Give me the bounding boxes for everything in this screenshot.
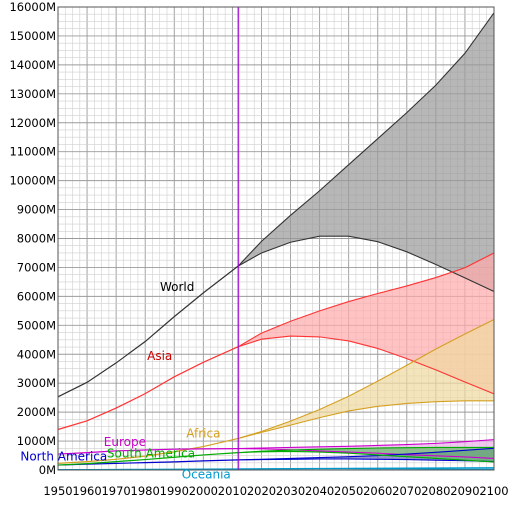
series-label-oceania: Oceania: [182, 467, 231, 481]
series-label-south-america: South America: [107, 447, 195, 461]
x-tick-label: 2090: [450, 484, 479, 498]
y-tick-label: 11000M: [9, 145, 56, 159]
y-tick-label: 14000M: [9, 58, 56, 72]
europe-high-projection-line: [238, 439, 495, 450]
africa-projection-band: [238, 319, 494, 439]
north-america-high-projection-line: [238, 447, 495, 461]
x-tick-label: 1970: [101, 484, 130, 498]
south-america-low-projection-line: [238, 450, 495, 463]
grid: [57, 6, 495, 471]
series-label-africa: Africa: [186, 426, 220, 440]
asia-high-projection-line: [237, 252, 495, 348]
south-america-historical-line: [57, 452, 239, 466]
world-low-projection-line: [237, 235, 495, 292]
europe-historical-line: [57, 447, 239, 455]
y-tick-label: 0M: [39, 463, 56, 477]
x-tick-label: 1980: [131, 484, 160, 498]
series-label-world: World: [160, 280, 194, 294]
world-high-projection-line: [237, 12, 495, 267]
x-tick-label: 2080: [421, 484, 450, 498]
x-tick-label: 1960: [72, 484, 101, 498]
x-tick-label: 1950: [43, 484, 72, 498]
asia-historical-line: [57, 346, 239, 431]
y-axis-ticks: 0M 1000M 2000M 3000M 4000M 5000M 6000M 7000M 800…: [9, 0, 56, 477]
x-tick-label: 2030: [276, 484, 305, 498]
plot-frame: [57, 6, 495, 471]
x-tick-label: 2070: [392, 484, 421, 498]
y-tick-label: 16000M: [9, 0, 56, 14]
x-tick-label: 2060: [363, 484, 392, 498]
y-tick-label: 5000M: [17, 318, 56, 332]
x-tick-label: 2100: [479, 484, 508, 498]
y-tick-label: 12000M: [9, 116, 56, 130]
y-tick-label: 9000M: [17, 203, 56, 217]
x-tick-label: 2010: [218, 484, 247, 498]
x-tick-label: 2050: [334, 484, 363, 498]
series-label-asia: Asia: [147, 349, 172, 363]
africa-low-projection-line: [238, 400, 494, 439]
x-tick-label: 1990: [160, 484, 189, 498]
africa-high-projection-line: [238, 319, 495, 439]
y-tick-label: 3000M: [17, 376, 56, 390]
series-lines: [57, 12, 495, 471]
series-label-europe: Europe: [104, 435, 146, 449]
y-tick-label: 7000M: [17, 260, 56, 274]
y-tick-label: 1000M: [17, 434, 56, 448]
south-america-high-projection-line: [238, 446, 494, 454]
north-america-low-projection-line: [238, 458, 495, 463]
africa-historical-line: [57, 437, 239, 464]
south-america-projection-band: [238, 447, 494, 462]
x-axis-ticks: 1950 1960 1970 1980 1990 2000 2010 2020 2030 2040…: [43, 484, 508, 498]
y-tick-label: 4000M: [17, 347, 56, 361]
europe-low-projection-line: [238, 448, 495, 459]
y-tick-label: 10000M: [9, 174, 56, 188]
x-tick-label: 2020: [247, 484, 276, 498]
x-tick-label: 2040: [305, 484, 334, 498]
y-tick-label: 2000M: [17, 405, 56, 419]
asia-low-projection-line: [238, 335, 495, 395]
y-tick-label: 6000M: [17, 289, 56, 303]
y-tick-label: 15000M: [9, 29, 56, 43]
y-tick-label: 8000M: [17, 232, 56, 246]
world-projection-band: [238, 12, 494, 292]
world-historical-line: [57, 265, 239, 398]
x-tick-label: 2000: [189, 484, 218, 498]
y-tick-label: 13000M: [9, 87, 56, 101]
series-label-north-america: North America: [20, 449, 107, 463]
